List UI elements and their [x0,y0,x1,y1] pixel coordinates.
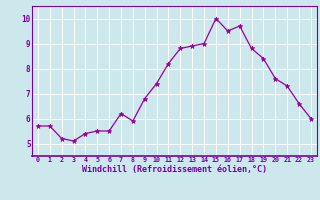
X-axis label: Windchill (Refroidissement éolien,°C): Windchill (Refroidissement éolien,°C) [82,165,267,174]
